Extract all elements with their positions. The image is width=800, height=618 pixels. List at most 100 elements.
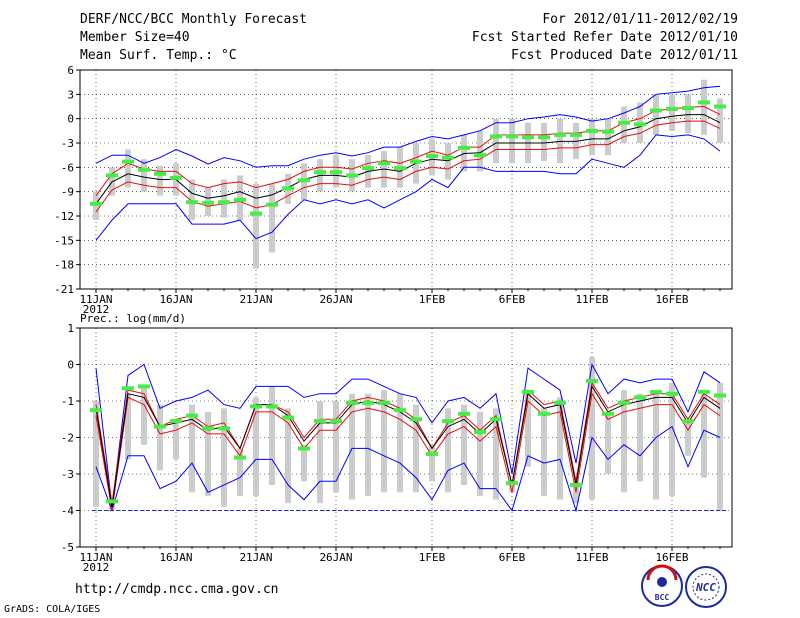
variable-label: Mean Surf. Temp.: °C — [80, 48, 237, 63]
temp-ytick-label: 0 — [67, 113, 74, 126]
precip-observed-marks — [90, 378, 726, 504]
precip-ytick-label: 1 — [67, 322, 74, 335]
temp-observed-mark — [506, 134, 518, 139]
temp-spread-box — [253, 183, 259, 269]
precip-spread-box — [333, 401, 339, 493]
precip-year-label: 2012 — [83, 561, 110, 574]
temp-observed-mark — [314, 170, 326, 175]
precip-ensemble-boxes — [93, 357, 723, 511]
precip-observed-mark — [522, 389, 534, 394]
precip-ytick-label: -1 — [61, 395, 74, 408]
temp-observed-mark — [394, 166, 406, 171]
temp-observed-mark — [170, 175, 182, 180]
temp-observed-mark — [202, 201, 214, 206]
temp-observed-mark — [442, 155, 454, 160]
bcc-logo-text: BCC — [655, 593, 670, 602]
precip-spread-box — [525, 393, 531, 467]
precip-spread-box — [381, 390, 387, 493]
temp-ytick-label: 3 — [67, 88, 74, 101]
precip-xtick-label: 26JAN — [319, 551, 352, 564]
precip-spread-box — [493, 408, 499, 500]
temp-min-line — [95, 134, 721, 241]
temp-observed-mark — [234, 197, 246, 202]
precip-mean-line — [95, 385, 721, 507]
precip-spread-box — [637, 393, 643, 482]
precip-spread-box — [93, 401, 99, 507]
temp-spread-box — [125, 149, 131, 188]
temp-observed-mark — [634, 122, 646, 127]
temp-ytick-label: -9 — [61, 186, 74, 199]
temp-spread-box — [589, 118, 595, 156]
precip-observed-mark — [106, 499, 118, 504]
precip-upper-line — [95, 381, 721, 504]
temp-mean-line — [95, 114, 721, 205]
source-url[interactable]: http://cmdp.ncc.cma.gov.cn — [75, 582, 279, 597]
fcst-produced-date: Fcst Produced Date 2012/01/11 — [511, 48, 738, 63]
temp-observed-mark — [106, 173, 118, 178]
precip-spread-box — [221, 408, 227, 507]
precip-spread-box — [349, 393, 355, 500]
precip-spread-box — [605, 411, 611, 474]
precip-observed-mark — [218, 426, 230, 431]
temp-spread-box — [509, 118, 515, 164]
chart-title: DERF/NCC/BCC Monthly Forecast — [80, 12, 307, 27]
precip-xtick-label: 16FEB — [655, 551, 688, 564]
temp-observed-mark — [618, 120, 630, 125]
precip-observed-mark — [282, 415, 294, 420]
temp-observed-mark — [362, 166, 374, 171]
precip-spread-box — [365, 393, 371, 496]
temp-upper-line — [95, 105, 721, 196]
temp-observed-mark — [138, 167, 150, 172]
precip-observed-mark — [442, 419, 454, 424]
temp-observed-mark — [346, 173, 358, 178]
temp-plot-frame — [79, 69, 733, 290]
precip-spread-box — [701, 393, 707, 478]
precip-ytick-label: -5 — [61, 541, 74, 554]
precip-spread-box — [509, 481, 515, 493]
temp-observed-marks — [90, 100, 726, 216]
precip-observed-mark — [474, 430, 486, 435]
temp-observed-mark — [458, 145, 470, 150]
precip-observed-mark — [394, 408, 406, 413]
temp-spread-box — [157, 165, 163, 196]
temp-xtick-label: 6FEB — [499, 293, 526, 306]
precip-observed-mark — [250, 404, 262, 409]
temp-observed-mark — [330, 170, 342, 175]
precip-observed-mark — [298, 446, 310, 451]
temp-xtick-label: 26JAN — [319, 293, 352, 306]
precip-spread-box — [477, 411, 483, 496]
precip-observed-mark — [330, 419, 342, 424]
temp-spread-box — [621, 106, 627, 143]
precip-panel: 1 0 -1 -2 -3 -4 -5 11JAN 16JAN 21JAN 26JAN 1FEB 6FEB… — [61, 322, 733, 574]
temp-observed-mark — [602, 129, 614, 134]
temp-observed-mark — [586, 128, 598, 133]
temp-ytick-label: -15 — [54, 234, 74, 247]
temp-observed-mark — [570, 132, 582, 137]
temp-observed-mark — [538, 135, 550, 140]
forecast-period: For 2012/01/11-2012/02/19 — [542, 12, 738, 27]
precip-observed-mark — [122, 386, 134, 391]
precip-spread-box — [301, 444, 307, 482]
precip-observed-mark — [554, 400, 566, 405]
temp-spread-box — [477, 130, 483, 172]
precip-observed-mark — [314, 419, 326, 424]
temp-observed-mark — [522, 135, 534, 140]
precip-spread-box — [461, 404, 467, 485]
precip-xtick-label: 6FEB — [499, 551, 526, 564]
precip-ytick-label: 0 — [67, 359, 74, 372]
precip-spread-box — [717, 382, 723, 511]
ncc-logo-text: NCC — [695, 581, 716, 594]
temp-xtick-label: 11FEB — [575, 293, 608, 306]
precip-spread-box — [317, 401, 323, 504]
temp-spread-box — [669, 94, 675, 131]
precip-spread-box — [253, 397, 259, 496]
temp-spread-box — [221, 179, 227, 218]
temp-spread-box — [541, 122, 547, 161]
precip-observed-mark — [186, 413, 198, 418]
temp-spread-box — [141, 159, 147, 192]
temp-xtick-label: 21JAN — [239, 293, 272, 306]
precip-spread-box — [189, 404, 195, 493]
temp-observed-mark — [186, 200, 198, 205]
precip-observed-mark — [170, 419, 182, 424]
